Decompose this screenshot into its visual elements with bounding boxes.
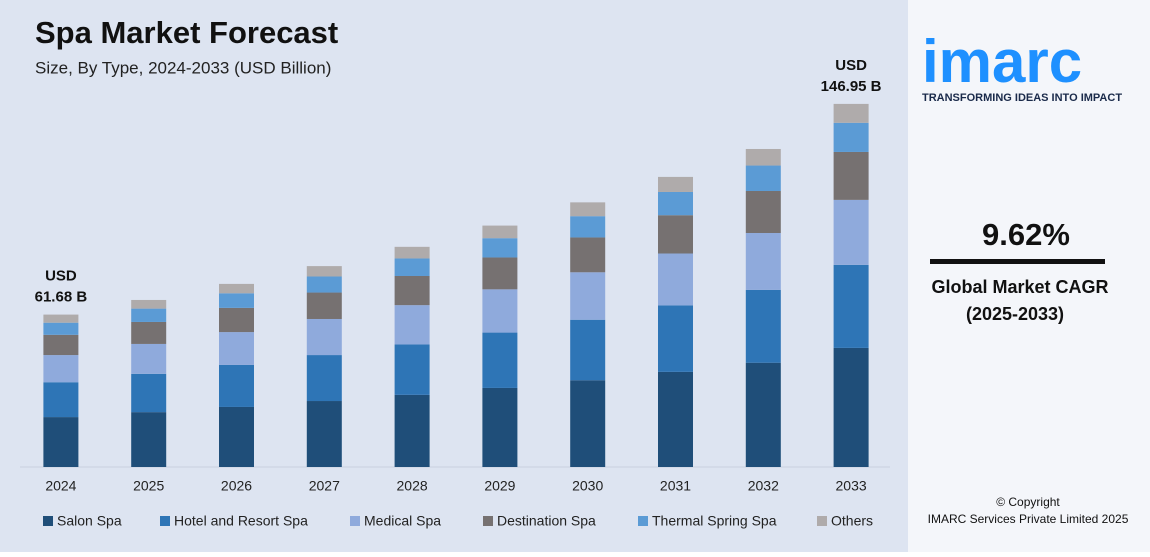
bar-segment <box>306 292 342 319</box>
bar-segment <box>833 151 869 200</box>
bar-segment <box>570 202 606 217</box>
bar-segment <box>394 258 430 276</box>
bar-segment <box>658 215 693 254</box>
bar-segment <box>219 293 254 308</box>
bar-segment <box>219 332 254 365</box>
logo: imarc <box>922 28 1082 95</box>
legend-swatch <box>43 516 53 526</box>
bar-segment <box>43 417 79 467</box>
legend-swatch <box>638 516 648 526</box>
bar-segment <box>833 347 869 467</box>
bar-segment <box>219 283 254 294</box>
legend-label: Salon Spa <box>57 513 122 529</box>
bar-segment <box>219 364 254 407</box>
x-tick-label: 2031 <box>660 478 691 494</box>
bar-segment <box>745 190 781 233</box>
bar-segment <box>570 272 606 320</box>
total-label: 61.68 B <box>35 289 88 306</box>
chart-subtitle: Size, By Type, 2024-2033 (USD Billion) <box>35 58 331 77</box>
bar-segment <box>306 266 342 277</box>
bar-segment <box>745 165 781 191</box>
cagr-value: 9.62% <box>982 217 1070 252</box>
bar-segment <box>43 314 79 323</box>
bar-segment <box>482 387 518 467</box>
bar-segment <box>658 176 693 192</box>
tagline: TRANSFORMING IDEAS INTO IMPACT <box>922 92 1122 104</box>
bar-segment <box>131 299 167 309</box>
total-label: USD <box>45 268 77 285</box>
x-tick-label: 2029 <box>484 478 515 494</box>
bar-segment <box>570 216 606 238</box>
bar-segment <box>306 401 342 467</box>
x-tick-label: 2028 <box>397 478 428 494</box>
bar-segment <box>131 373 167 413</box>
legend-label: Thermal Spring Spa <box>652 513 777 529</box>
bar-segment <box>745 232 781 290</box>
bar-segment <box>131 321 167 344</box>
bar-segment <box>43 355 79 383</box>
bar-segment <box>306 318 342 356</box>
bar-segment <box>570 380 606 467</box>
bar-segment <box>482 332 518 388</box>
bar-segment <box>394 305 430 345</box>
bar-segment <box>658 191 693 216</box>
bar-segment <box>482 289 518 333</box>
bar-segment <box>306 355 342 402</box>
sidebar-background <box>908 0 1150 552</box>
legend-swatch <box>350 516 360 526</box>
bar-segment <box>833 122 869 152</box>
cagr-period: (2025-2033) <box>966 304 1064 324</box>
bar-segment <box>833 103 869 123</box>
legend-label: Destination Spa <box>497 513 596 529</box>
x-tick-label: 2033 <box>836 478 867 494</box>
bar-segment <box>570 319 606 381</box>
legend-swatch <box>483 516 493 526</box>
bar-segment <box>833 264 869 348</box>
copyright: © Copyright <box>996 495 1060 509</box>
bar-segment <box>482 257 518 290</box>
bar-segment <box>658 253 693 306</box>
cagr-divider <box>930 259 1105 264</box>
x-tick-label: 2030 <box>572 478 603 494</box>
bar-segment <box>482 225 518 239</box>
bar-segment <box>43 382 79 418</box>
x-tick-label: 2026 <box>221 478 252 494</box>
total-label: USD <box>835 57 867 74</box>
bar-segment <box>570 237 606 273</box>
bar-segment <box>219 406 254 467</box>
x-tick-label: 2024 <box>45 478 76 494</box>
bar-segment <box>306 276 342 293</box>
bar-segment <box>745 148 781 166</box>
legend-label: Others <box>831 513 873 529</box>
bar-segment <box>482 238 518 258</box>
bar-segment <box>658 305 693 372</box>
company: IMARC Services Private Limited 2025 <box>928 512 1129 526</box>
bar-segment <box>745 289 781 363</box>
legend-label: Medical Spa <box>364 513 441 529</box>
bar-segment <box>745 362 781 467</box>
legend-label: Hotel and Resort Spa <box>174 513 308 529</box>
x-tick-label: 2027 <box>309 478 340 494</box>
bar-segment <box>658 371 693 467</box>
cagr-label: Global Market CAGR <box>931 277 1108 297</box>
bar-segment <box>394 394 430 467</box>
legend-swatch <box>817 516 827 526</box>
bar-segment <box>131 412 167 467</box>
bar-segment <box>394 344 430 395</box>
bar-segment <box>131 308 167 322</box>
x-tick-label: 2032 <box>748 478 779 494</box>
bar-segment <box>131 343 167 374</box>
x-tick-label: 2025 <box>133 478 164 494</box>
bar-segment <box>219 307 254 333</box>
bar-segment <box>43 334 79 356</box>
total-label: 146.95 B <box>821 78 882 95</box>
legend-swatch <box>160 516 170 526</box>
bar-segment <box>833 199 869 265</box>
bar-segment <box>394 275 430 306</box>
bar-segment <box>394 246 430 259</box>
bar-segment <box>43 322 79 335</box>
chart-title: Spa Market Forecast <box>35 15 338 50</box>
